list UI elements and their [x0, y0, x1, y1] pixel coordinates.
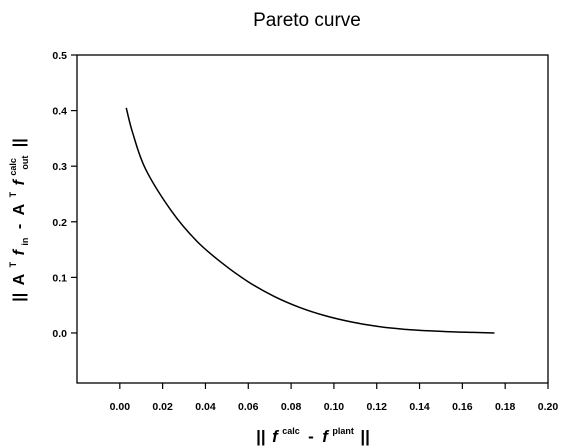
x-tick-label: 0.14	[409, 401, 430, 413]
y-tick-label: 0.1	[52, 272, 67, 284]
x-tick-label: 0.20	[538, 401, 559, 413]
x-tick-label: 0.16	[452, 401, 473, 413]
x-tick-label: 0.08	[281, 401, 302, 413]
y-tick-label: 0.4	[52, 106, 67, 118]
x-axis-label: || f calc - f plant ||	[256, 421, 370, 446]
y-axis-label: || A T f in - A T f calc out ||	[3, 138, 32, 302]
x-tick-label: 0.10	[324, 401, 345, 413]
x-tick-label: 0.18	[495, 401, 516, 413]
plot-frame	[76, 54, 549, 384]
y-axis-ticks: 0.0 0.1 0.2 0.3 0.4 0.5	[52, 50, 77, 340]
y-tick-label: 0.2	[52, 217, 67, 229]
x-tick-label: 0.00	[110, 401, 131, 413]
x-tick-label: 0.12	[367, 401, 388, 413]
y-tick-label: 0.5	[52, 50, 67, 62]
y-tick-label: 0.0	[52, 328, 67, 340]
x-axis-ticks: 0.00 0.02 0.04 0.06 0.08 0.10 0.12 0.14 0.16 0.18…	[110, 383, 559, 413]
x-tick-label: 0.06	[238, 401, 259, 413]
chart-title: Pareto curve	[253, 10, 361, 31]
x-tick-label: 0.02	[152, 401, 173, 413]
pareto-curve-line	[125, 107, 495, 334]
x-tick-label: 0.04	[195, 401, 216, 413]
y-tick-label: 0.3	[52, 161, 67, 173]
